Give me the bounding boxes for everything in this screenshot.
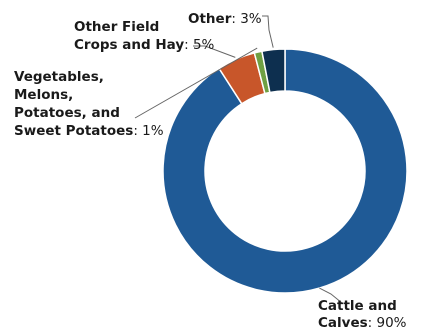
leader-cattle-calves (319, 287, 343, 304)
leader-vegetables (134, 47, 258, 119)
slice-label-vegetables: Vegetables, Melons, Potatoes, and Sweet … (14, 69, 164, 139)
leader-other-field-crops (193, 45, 236, 58)
slice-label-other: Other: 3% (188, 11, 262, 27)
leader-other (262, 15, 274, 48)
donut-slice-cattle-and-calves (162, 48, 408, 294)
leaders-group (134, 15, 343, 304)
slice-label-other-field-crops: Other Field Crops and Hay: 5% (74, 19, 215, 53)
slices-group (162, 48, 408, 294)
slice-label-cattle-calves: Cattle and Calves: 90% (318, 298, 407, 329)
donut-slice-other (261, 48, 286, 94)
